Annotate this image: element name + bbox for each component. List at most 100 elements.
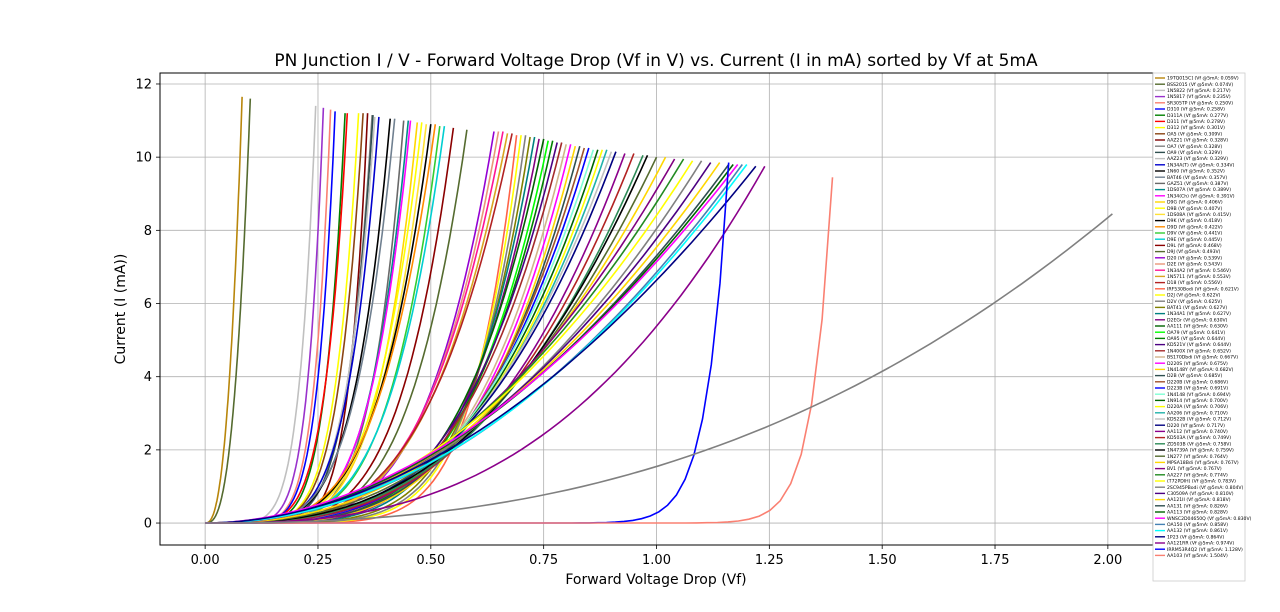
series-line	[205, 164, 748, 524]
series-line	[205, 164, 739, 524]
legend-entry-label: OA95 (Vf @5mA: 0.644V)	[1167, 336, 1225, 342]
legend-entry-label: D220B (Vf @5mA: 0.686V)	[1167, 379, 1228, 385]
legend-entry-label: SR305TP (Vf @5mA: 0.250V)	[1167, 100, 1233, 106]
x-tick-label: 0.00	[191, 553, 220, 568]
legend-entry-label: 2SC945PBodi (Vf @5mA: 0.804V)	[1167, 485, 1244, 491]
legend-entry-label: C30509A (Vf @5mA: 0.810V)	[1167, 491, 1234, 497]
legend-entry-label: D2V (Vf @5mA: 0.625V)	[1167, 299, 1222, 305]
legend-entry-label: BAT41 (Vf @5mA: 0.627V)	[1167, 305, 1227, 311]
legend-entry-label: D2B (Vf @5mA: 0.685V)	[1167, 373, 1222, 379]
legend-entry-label: D20 (Vf @5mA: 0.539V)	[1167, 255, 1222, 261]
legend-entry-label: 1N34A2 (Vf @5mA: 0.546V)	[1167, 268, 1231, 274]
legend-entry-label: (T72PDIH) (Vf @5mA: 0.783V)	[1167, 479, 1236, 485]
legend-entry-label: AAZ23 (Vf @5mA: 0.329V)	[1167, 156, 1228, 162]
legend-entry-label: D9G (Vf @5mA: 0.406V)	[1167, 200, 1223, 206]
legend-entry-label: D9L (Vf @5mA: 0.468V)	[1167, 243, 1222, 249]
legend-entry-label: 1N34A(T) (Vf @5mA: 0.334V)	[1167, 162, 1235, 168]
legend-entry-label: 1N5817 (Vf @5mA: 0.235V)	[1167, 94, 1231, 100]
chart-title: PN Junction I / V - Forward Voltage Drop…	[274, 51, 1038, 71]
legend-entry-label: 1N4148 (Vf @5mA: 0.694V)	[1167, 392, 1231, 398]
legend-entry-label: D9K (Vf @5mA: 0.418V)	[1167, 218, 1222, 224]
legend-entry-label: D18 (Vf @5mA: 0.556V)	[1167, 280, 1222, 286]
y-axis-label: Current (I (mA))	[113, 254, 129, 365]
legend-entry-label: D220A (Vf @5mA: 0.706V)	[1167, 404, 1228, 410]
legend-entry-label: BSS2015 (Vf @5mA: 0.074V)	[1167, 82, 1233, 88]
legend-entry-label: 19TQ015C] (Vf @5mA: 0.059V)	[1167, 76, 1239, 82]
legend-entry-label: GAZ51 (Vf @5mA: 0.387V)	[1167, 181, 1229, 187]
series-curves	[205, 96, 1113, 524]
legend-entry-label: D2J (Vf @5mA: 0.622V)	[1167, 293, 1221, 299]
y-tick-label: 10	[135, 151, 152, 166]
legend-entry-label: D311 (Vf @5mA: 0.278V)	[1167, 119, 1225, 125]
legend: 19TQ015C] (Vf @5mA: 0.059V)BSS2015 (Vf @…	[1152, 72, 1252, 582]
x-axis-label: Forward Voltage Drop (Vf)	[565, 572, 746, 588]
legend-entry-label: D220S (Vf @5mA: 0.675V)	[1167, 361, 1228, 367]
legend-entry-label: AA103 (Vf @5mA: 1.504V)	[1167, 553, 1228, 559]
legend-entry-label: IRF530Bodi (Vf @5mA: 0.621V)	[1167, 286, 1239, 292]
legend-entry-label: AA227 (Vf @5mA: 0.774V)	[1167, 472, 1228, 478]
legend-entry-label: BS170Dbdi (Vf @5mA: 0.667V)	[1167, 355, 1238, 361]
x-tick-label: 0.25	[304, 553, 333, 568]
legend-entry-label: KD503A (Vf @5mA: 0.749V)	[1167, 435, 1231, 441]
legend-entry-label: D2EGr (Vf @5mA: 0.630V)	[1167, 317, 1228, 323]
x-tick-label: 2.00	[1093, 553, 1122, 568]
legend-entry-label: AA132 (Vf @5mA: 0.861V)	[1167, 528, 1228, 534]
legend-entry-label: D9D (Vf @5mA: 0.422V)	[1167, 224, 1223, 230]
legend-entry-label: BAT46 (Vf @5mA: 0.357V)	[1167, 175, 1227, 181]
legend-entry-label: D9V (Vf @5mA: 0.441V)	[1167, 231, 1222, 237]
legend-entry-label: AA121II (Vf @5mA: 0.818V)	[1167, 497, 1231, 503]
legend-entry-label: 1N34(Ch) (Vf @5mA: 0.391V)	[1167, 193, 1235, 199]
series-line	[205, 165, 757, 524]
legend-entry-label: 1N60 (Vf @5mA: 0.352V)	[1167, 169, 1225, 175]
legend-entry-label: 1N400X (Vf @5mA: 0.652V)	[1167, 348, 1231, 354]
y-tick-label: 4	[144, 370, 152, 385]
legend-entry-label: D9J (Vf @5mA: 0.493V)	[1167, 249, 1221, 255]
legend-entry-label: 1N277 (Vf @5mA: 0.764V)	[1167, 454, 1228, 460]
legend-entry-label: 1DS08A (Vf @5mA: 0.415V)	[1167, 212, 1231, 218]
legend-entry-label: 1P23 (Vf @5mA: 0.864V)	[1167, 534, 1224, 540]
legend-entry-label: OA7 (Vf @5mA: 0.328V)	[1167, 144, 1222, 150]
x-tick-label: 1.00	[642, 553, 671, 568]
y-axis-ticks: 0 2 4 6 8 10 12	[135, 77, 160, 532]
legend-entry-label: D9B (Vf @5mA: 0.407V)	[1167, 206, 1222, 212]
legend-entry-label: 1N4148Y (Vf @5mA: 0.682V)	[1167, 367, 1234, 373]
legend-entry-label: MPSA18Bdi (Vf @5mA: 0.767V)	[1167, 460, 1239, 466]
legend-entry-label: ZD503B (Vf @5mA: 0.758V)	[1167, 441, 1231, 447]
legend-entry-label: 1N5711 (Vf @5mA: 0.553V)	[1167, 274, 1231, 280]
series-line	[205, 96, 243, 524]
legend-entry-label: KD521V (Vf @5mA: 0.644V)	[1167, 342, 1231, 348]
y-tick-label: 0	[144, 517, 152, 532]
legend-entry-label: 1N5822 (Vf @5mA: 0.217V)	[1167, 88, 1231, 94]
legend-entry-label: IRRM53R4Q2 (Vf @5mA: 1.128V)	[1167, 547, 1243, 553]
y-tick-label: 2	[144, 443, 152, 458]
x-tick-label: 1.50	[868, 553, 897, 568]
legend-entry-label: AA131 (Vf @5mA: 0.826V)	[1167, 503, 1228, 509]
y-tick-label: 8	[144, 224, 152, 239]
x-tick-label: 1.25	[755, 553, 784, 568]
legend-entry-label: OA5 (Vf @5mA: 0.309V)	[1167, 131, 1222, 137]
legend-entry-label: BV1 (Vf @5mA: 0.767V)	[1167, 466, 1222, 472]
legend-entry-label: AA121RR (Vf @5mA: 0.974V)	[1167, 541, 1234, 547]
legend-entry-label: AA206 (Vf @5mA: 0.710V)	[1167, 410, 1228, 416]
series-line	[205, 213, 1113, 524]
legend-entry-label: D220 (Vf @5mA: 0.717V)	[1167, 423, 1225, 429]
y-tick-label: 12	[135, 77, 152, 92]
legend-entry-label: KDS22B (Vf @5mA: 0.712V)	[1167, 417, 1231, 423]
legend-entry-label: AA111 (Vf @5mA: 0.630V)	[1167, 324, 1228, 330]
legend-entry-label: 1DS07A (Vf @5mA: 0.389V)	[1167, 187, 1231, 193]
legend-entry-label: D311A (Vf @5mA: 0.277V)	[1167, 113, 1228, 119]
legend-entry-label: WNSC2D04650Q (Vf @5mA: 0.830V)	[1167, 516, 1252, 522]
x-tick-label: 0.75	[529, 553, 558, 568]
legend-entry-label: AA112 (Vf @5mA: 0.740V)	[1167, 429, 1228, 435]
legend-entry-label: D2E (Vf @5mA: 0.543V)	[1167, 262, 1222, 268]
series-line	[205, 165, 766, 524]
legend-box	[1152, 72, 1246, 582]
legend-entry-label: 1N4739A (Vf @5mA: 0.759V)	[1167, 448, 1234, 454]
legend-entry-label: OA9 (Vf @5mA: 0.329V)	[1167, 150, 1222, 156]
legend-entry-label: D312 (Vf @5mA: 0.301V)	[1167, 125, 1225, 131]
legend-entry-label: AA113 (Vf @5mA: 0.828V)	[1167, 510, 1228, 516]
y-tick-label: 6	[144, 297, 152, 312]
legend-entry-label: 1N34A1 (Vf @5mA: 0.627V)	[1167, 311, 1231, 317]
